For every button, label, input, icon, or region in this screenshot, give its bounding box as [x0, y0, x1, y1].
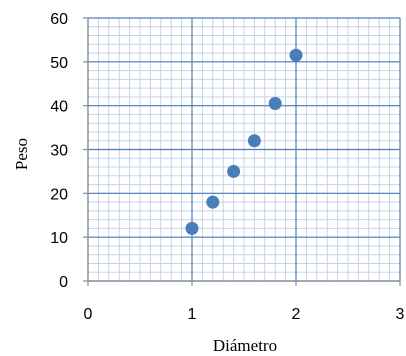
y-axis-label: Peso — [12, 138, 31, 170]
y-tick-label: 20 — [50, 186, 68, 203]
data-point — [206, 195, 220, 209]
x-tick-label: 3 — [396, 306, 405, 323]
x-axis-label: Diámetro — [213, 336, 277, 355]
y-tick-label: 50 — [50, 55, 68, 72]
data-point — [268, 96, 282, 110]
y-tick-label: 0 — [59, 274, 68, 291]
y-tick-label: 60 — [50, 11, 68, 28]
x-tick-label: 2 — [292, 306, 301, 323]
data-points — [185, 48, 303, 235]
axes — [83, 17, 401, 286]
x-tick-label: 1 — [188, 306, 197, 323]
data-point — [227, 164, 241, 178]
y-tick-label: 40 — [50, 99, 68, 116]
data-point — [289, 48, 303, 62]
data-point — [185, 221, 199, 235]
x-tick-label: 0 — [84, 306, 93, 323]
y-tick-label: 30 — [50, 143, 68, 160]
grid — [87, 17, 401, 282]
y-tick-label: 10 — [50, 230, 68, 247]
x-tick-labels: 0 1 2 3 — [84, 306, 405, 323]
data-point — [247, 134, 261, 148]
y-tick-labels: 0 10 20 30 40 50 60 — [50, 11, 68, 291]
